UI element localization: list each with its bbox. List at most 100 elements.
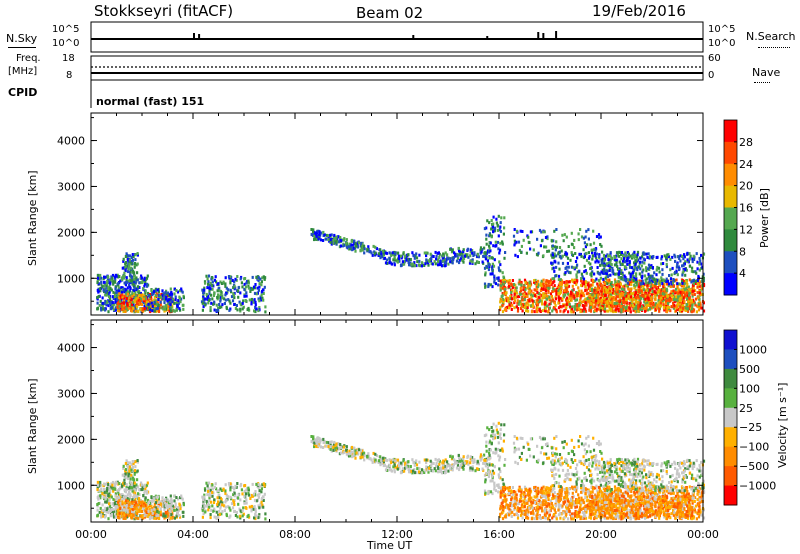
echo-cell [639,307,642,311]
echo-cell [636,309,639,313]
echo-cell [514,295,517,299]
echo-cell [492,244,495,248]
echo-cell [451,261,454,265]
echo-cell [101,508,104,512]
echo-cell [539,281,542,285]
echo-cell [150,289,153,292]
echo-cell [678,301,682,305]
echo-cell [497,276,500,280]
echo-cell [128,289,132,293]
echo-cell [139,297,143,301]
echo-cell [122,297,125,301]
echo-cell [423,264,426,267]
velocity-scatter [96,421,706,521]
echo-cell [442,255,445,259]
echo-cell [454,254,457,258]
echo-cell [255,275,258,279]
echo-cell [219,295,223,299]
echo-cell [224,284,227,288]
echo-cell [484,284,487,288]
echo-cell [592,305,595,309]
echo-cell [105,491,108,495]
echo-cell [513,228,516,231]
echo-cell [670,282,673,286]
echo-cell [234,307,237,310]
echo-cell [636,288,640,292]
echo-cell [203,286,206,290]
echo-cell [178,307,181,311]
echo-cell [570,231,573,235]
echo-cell [613,292,616,296]
echo-cell [257,309,260,313]
echo-cell [162,292,165,296]
echo-cell [629,304,632,308]
echo-cell [322,239,325,242]
echo-cell [170,299,173,303]
echo-cell [130,468,133,472]
echo-cell [351,244,354,247]
echo-cell [501,286,504,290]
echo-cell [504,291,508,295]
echo-cell [215,280,218,284]
echo-cell [674,270,677,274]
echo-cell [607,258,610,261]
echo-cell [651,295,654,299]
echo-cell [532,299,535,303]
echo-cell [618,290,621,293]
echo-cell [392,258,395,262]
echo-cell [502,275,505,279]
echo-cell [558,298,561,302]
echo-cell [591,289,594,293]
echo-cell [567,310,570,314]
echo-cell [96,480,99,484]
echo-cell [227,298,230,302]
echo-cell [685,303,688,307]
echo-cell [558,246,562,249]
echo-cell [636,250,640,254]
echo-cell [106,279,109,283]
echo-cell [140,276,143,280]
cpid-label: CPID [8,86,38,99]
echo-cell [575,298,579,302]
echo-cell [484,271,487,275]
echo-cell [605,272,609,275]
echo-cell [521,298,524,302]
echo-cell [548,302,551,306]
echo-cell [255,292,258,296]
echo-cell [520,283,523,287]
echo-cell [675,291,678,295]
echo-cell [603,257,606,261]
echo-cell [528,284,532,288]
echo-cell [216,295,219,299]
echo-cell [352,246,355,250]
echo-cell [694,289,697,293]
echo-cell [112,282,115,286]
echo-cell [563,303,567,307]
echo-cell [399,264,403,268]
echo-cell [105,509,108,513]
echo-cell [261,289,264,293]
echo-cell [636,302,639,306]
echo-cell [641,274,644,278]
echo-cell [694,297,698,301]
echo-cell [582,280,585,284]
echo-cell [136,253,139,257]
echo-cell [607,264,610,267]
echo-cell [181,303,184,307]
echo-cell [121,286,124,290]
echo-cell [434,262,437,266]
echo-cell [571,307,574,311]
echo-cell [584,289,587,292]
echo-cell [610,256,613,260]
echo-cell [523,298,526,302]
echo-cell [570,251,573,255]
echo-cell [96,296,99,299]
echo-cell [563,289,566,293]
echo-cell [645,269,648,273]
echo-cell [693,278,696,282]
echo-cell [469,254,472,258]
echo-cell [538,309,541,313]
nave-dotted-line [754,82,770,83]
echo-cell [557,287,561,291]
echo-cell [231,279,234,282]
